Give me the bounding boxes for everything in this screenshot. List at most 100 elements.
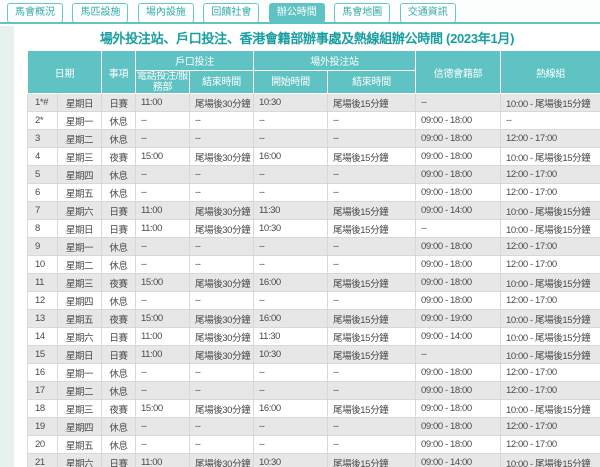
table-cell: 18 [27,399,58,418]
table-cell: 11 [27,273,58,292]
table-cell: 10:00 - 尾場後15分鐘 [500,147,600,166]
table-cell: 星期一 [57,363,102,382]
header-otb-start-time: 開始時間 [253,70,328,94]
table-cell: 星期五 [57,183,102,202]
table-cell: 12:00 - 17:00 [500,165,600,184]
table-cell: 尾場後30分鐘 [189,201,254,220]
table-row: 10 星期二 休息 -- -- -- -- 09:00 - 18:00 12:00 - 17:0… [27,255,600,274]
table-cell: 星期三 [57,147,102,166]
table-cell: 09:00 - 18:00 [415,381,501,400]
table-cell: -- [327,381,416,400]
table-cell: 休息 [101,255,136,274]
table-cell: 1*# [27,93,58,112]
table-cell: -- [189,363,254,382]
table-cell: -- [189,183,254,202]
table-cell: 09:00 - 14:00 [415,327,501,346]
table-cell: 尾場後15分鐘 [327,345,416,364]
tab-club-map[interactable]: 馬會地圖 [334,3,391,23]
table-row: 5 星期四 休息 -- -- -- -- 09:00 - 18:00 12:00 - 17:00 [27,165,600,184]
table-cell: 09:00 - 14:00 [415,453,501,467]
table-row: 12 星期四 休息 -- -- -- -- 09:00 - 18:00 12:00 - 17:0… [27,291,600,310]
table-cell: 星期六 [57,201,102,220]
table-cell: 星期日 [57,219,102,238]
table-cell: 09:00 - 18:00 [415,237,501,256]
table-cell: 12 [27,291,58,310]
table-cell: 尾場後30分鐘 [189,453,254,467]
tab-horse-facilities[interactable]: 馬匹設施 [72,3,129,23]
table-cell: 夜賽 [101,147,136,166]
table-cell: 尾場後30分鐘 [189,219,254,238]
table-cell: 10:00 - 尾場後15分鐘 [500,93,600,112]
table-cell: 日賽 [101,219,136,238]
table-cell: 19 [27,417,58,436]
table-cell: 休息 [101,417,136,436]
tab-club-overview[interactable]: 馬會概況 [7,3,63,23]
table-cell: 15:00 [135,273,190,292]
table-cell: 10:00 - 尾場後15分鐘 [500,345,600,364]
table-cell: 15:00 [135,309,190,328]
table-cell: -- [253,435,328,454]
table-row: 4 星期三 夜賽 15:00 尾場後30分鐘 16:00 尾場後15分鐘 09:00 - 18… [27,147,600,166]
table-cell: 星期二 [57,381,102,400]
table-cell: 2* [27,111,58,130]
table-cell: 09:00 - 18:00 [415,147,501,166]
table-cell: 尾場後15分鐘 [327,219,416,238]
table-cell: 星期四 [57,417,102,436]
left-page-strip [0,26,14,467]
table-cell: 星期日 [57,345,102,364]
table-cell: 休息 [101,435,136,454]
table-cell: 16:00 [253,309,328,328]
table-cell: 10 [27,255,58,274]
table-cell: 9 [27,237,58,256]
table-cell: 09:00 - 18:00 [415,111,501,130]
table-cell: 星期二 [57,129,102,148]
table-row: 15 星期日 日賽 11:00 尾場後30分鐘 10:30 尾場後15分鐘 -- 10:00 -… [27,345,600,364]
table-cell: 星期六 [57,453,102,467]
table-cell: 尾場後30分鐘 [189,309,254,328]
table-cell: 09:00 - 18:00 [415,417,501,436]
table-cell: -- [327,417,416,436]
table-row: 18 星期三 夜賽 15:00 尾場後30分鐘 16:00 尾場後15分鐘 09:00 - 1… [27,399,600,418]
table-cell: 12:00 - 17:00 [500,381,600,400]
table-cell: -- [253,381,328,400]
table-cell: 8 [27,219,58,238]
table-cell: 日賽 [101,327,136,346]
table-cell: 11:00 [135,93,190,112]
table-cell: -- [415,219,501,238]
table-cell: 14 [27,327,58,346]
table-row: 6 星期五 休息 -- -- -- -- 09:00 - 18:00 12:00 - 17:00 [27,183,600,202]
table-cell: 尾場後30分鐘 [189,345,254,364]
tab-venue-facilities[interactable]: 場內設施 [137,3,194,23]
table-cell: -- [189,435,254,454]
table-cell: 12:00 - 17:00 [500,417,600,436]
table-cell: 3 [27,129,58,148]
table-cell: 16:00 [253,147,328,166]
header-account-end-time: 結束時間 [189,70,254,94]
table-cell: 夜賽 [101,273,136,292]
table-cell: 休息 [101,381,136,400]
table-row: 20 星期五 休息 -- -- -- -- 09:00 - 18:00 12:00 - 17:0… [27,435,600,454]
table-cell: 09:00 - 18:00 [415,399,501,418]
table-cell: 星期四 [57,165,102,184]
table-row: 8 星期日 日賽 11:00 尾場後30分鐘 10:30 尾場後15分鐘 -- 10:00 - … [27,219,600,238]
tab-transport-info[interactable]: 交通資訊 [399,3,456,23]
table-cell: 09:00 - 18:00 [415,183,501,202]
header-offcourse-betting-group: 場外投注站 [253,50,416,71]
table-cell: 13 [27,309,58,328]
table-cell: 09:00 - 18:00 [415,435,501,454]
tab-community[interactable]: 回饋社會 [203,3,260,23]
table-cell: 星期五 [57,435,102,454]
table-cell: 09:00 - 18:00 [415,165,501,184]
table-cell: 10:30 [253,453,328,467]
tab-office-hours[interactable]: 辦公時間 [268,3,325,23]
table-cell: 6 [27,183,58,202]
table-cell: -- [189,417,254,436]
table-cell: -- [253,129,328,148]
table-cell: 16:00 [253,273,328,292]
table-cell: 星期一 [57,237,102,256]
table-cell: 日賽 [101,93,136,112]
table-cell: 15 [27,345,58,364]
table-cell: 09:00 - 18:00 [415,129,501,148]
header-item: 事項 [101,50,136,94]
top-tab-bar: 馬會概況 馬匹設施 場內設施 回饋社會 辦公時間 馬會地圖 交通資訊 [0,0,600,24]
